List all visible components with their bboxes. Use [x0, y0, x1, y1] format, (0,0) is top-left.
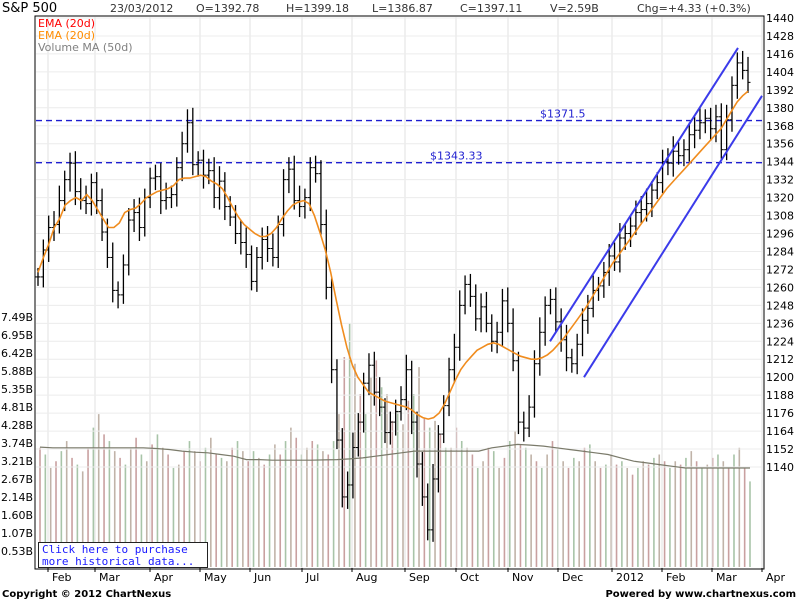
- volume-tick-label: 6.42B: [1, 347, 33, 360]
- volume-tick-label: 7.49B: [1, 311, 33, 324]
- volume-tick-label: 0.53B: [1, 545, 33, 558]
- close-readout: C=1397.11: [460, 2, 523, 15]
- legend: EMA (20d)EMA (20d)Volume MA (50d): [38, 17, 132, 54]
- volume-tick-label: 5.35B: [1, 383, 33, 396]
- x-tick-label: Mar: [99, 571, 120, 584]
- volume-tick-label: 4.81B: [1, 401, 33, 414]
- price-tick-label: 1284: [766, 245, 794, 258]
- x-tick-label: Sep: [409, 571, 430, 584]
- price-tick-label: 1248: [766, 299, 794, 312]
- x-tick-label: Aug: [356, 571, 377, 584]
- price-tick-label: 1440: [766, 12, 794, 25]
- volume-tick-label: 1.60B: [1, 509, 33, 522]
- legend-entry: EMA (20d): [38, 29, 95, 42]
- x-tick-label: Jun: [253, 571, 271, 584]
- x-tick-label: Mar: [716, 571, 737, 584]
- volume-tick-label: 3.21B: [1, 455, 33, 468]
- price-tick-label: 1224: [766, 335, 794, 348]
- open-readout: O=1392.78: [196, 2, 260, 15]
- price-tick-label: 1344: [766, 156, 794, 169]
- price-tick-label: 1380: [766, 102, 794, 115]
- x-tick-label: Nov: [512, 571, 534, 584]
- price-tick-label: 1332: [766, 174, 794, 187]
- purchase-data-link[interactable]: Click here to purchase more historical d…: [38, 542, 208, 568]
- price-tick-label: 1272: [766, 263, 794, 276]
- plot-frame: [34, 15, 765, 570]
- price-tick-label: 1428: [766, 30, 794, 43]
- price-tick-label: 1296: [766, 228, 794, 241]
- powered-by-link[interactable]: Powered by www.chartnexus.com: [605, 589, 796, 600]
- reference-line-label: $1371.5: [540, 108, 586, 121]
- x-tick-label: Apr: [766, 571, 786, 584]
- price-tick-label: 1212: [766, 353, 794, 366]
- price-tick-label: 1308: [766, 210, 794, 223]
- date-readout: 23/03/2012: [110, 2, 174, 15]
- volume-tick-label: 2.14B: [1, 491, 33, 504]
- price-tick-label: 1416: [766, 48, 794, 61]
- price-tick-label: 1200: [766, 371, 794, 384]
- x-tick-label: 2012: [616, 571, 644, 584]
- copyright-text: Copyright © 2012 ChartNexus: [2, 589, 172, 600]
- x-tick-label: Jul: [305, 571, 319, 584]
- volume-tick-label: 6.95B: [1, 329, 33, 342]
- volume-tick-label: 1.07B: [1, 527, 33, 540]
- legend-entry: Volume MA (50d): [38, 41, 132, 54]
- price-tick-label: 1188: [766, 389, 794, 402]
- price-tick-label: 1392: [766, 84, 794, 97]
- price-tick-label: 1140: [766, 461, 794, 474]
- price-tick-label: 1152: [766, 443, 794, 456]
- x-tick-label: Apr: [154, 571, 174, 584]
- volume-ma-line: [39, 443, 750, 469]
- volume-tick-label: 5.88B: [1, 365, 33, 378]
- price-tick-label: 1260: [766, 281, 794, 294]
- x-tick-label: Dec: [562, 571, 583, 584]
- low-readout: L=1386.87: [372, 2, 433, 15]
- channel-upper-line: [549, 47, 739, 342]
- x-tick-label: May: [204, 571, 227, 584]
- volume-ma-path: [39, 443, 750, 469]
- volume-tick-label: 3.74B: [1, 437, 33, 450]
- x-tick-label: Feb: [52, 571, 71, 584]
- legend-entry: EMA (20d): [38, 17, 95, 30]
- trend-channel: [549, 47, 763, 378]
- price-tick-label: 1356: [766, 138, 794, 151]
- axes: Feb Mar Apr May Jun Jul Aug Sep Oct Nov Dec 2012 Feb…: [1, 12, 794, 584]
- ema-path: [37, 90, 749, 420]
- ticker-name: S&P 500: [2, 1, 58, 16]
- reference-lines: $1371.5 $1343.33: [36, 108, 763, 164]
- price-bars: [35, 50, 751, 542]
- reference-line-label: $1343.33: [430, 150, 483, 163]
- purchase-link-line2: more historical data...: [42, 555, 195, 568]
- price-tick-label: 1164: [766, 425, 794, 438]
- ema-line: [37, 90, 749, 420]
- price-tick-label: 1404: [766, 66, 794, 79]
- grid-lines: [36, 17, 763, 568]
- x-tick-label: Feb: [666, 571, 685, 584]
- high-readout: H=1399.18: [286, 2, 349, 15]
- volume-tick-label: 2.67B: [1, 473, 33, 486]
- volume-readout: V=2.59B: [550, 2, 599, 15]
- price-tick-label: 1368: [766, 120, 794, 133]
- purchase-link-line1: Click here to purchase: [42, 543, 188, 556]
- price-tick-label: 1176: [766, 407, 794, 420]
- channel-lower-line: [583, 95, 763, 378]
- price-tick-label: 1236: [766, 317, 794, 330]
- change-readout: Chg=+4.33 (+0.3%): [637, 2, 751, 15]
- price-tick-label: 1320: [766, 192, 794, 205]
- volume-tick-label: 4.28B: [1, 419, 33, 432]
- x-tick-label: Oct: [460, 571, 480, 584]
